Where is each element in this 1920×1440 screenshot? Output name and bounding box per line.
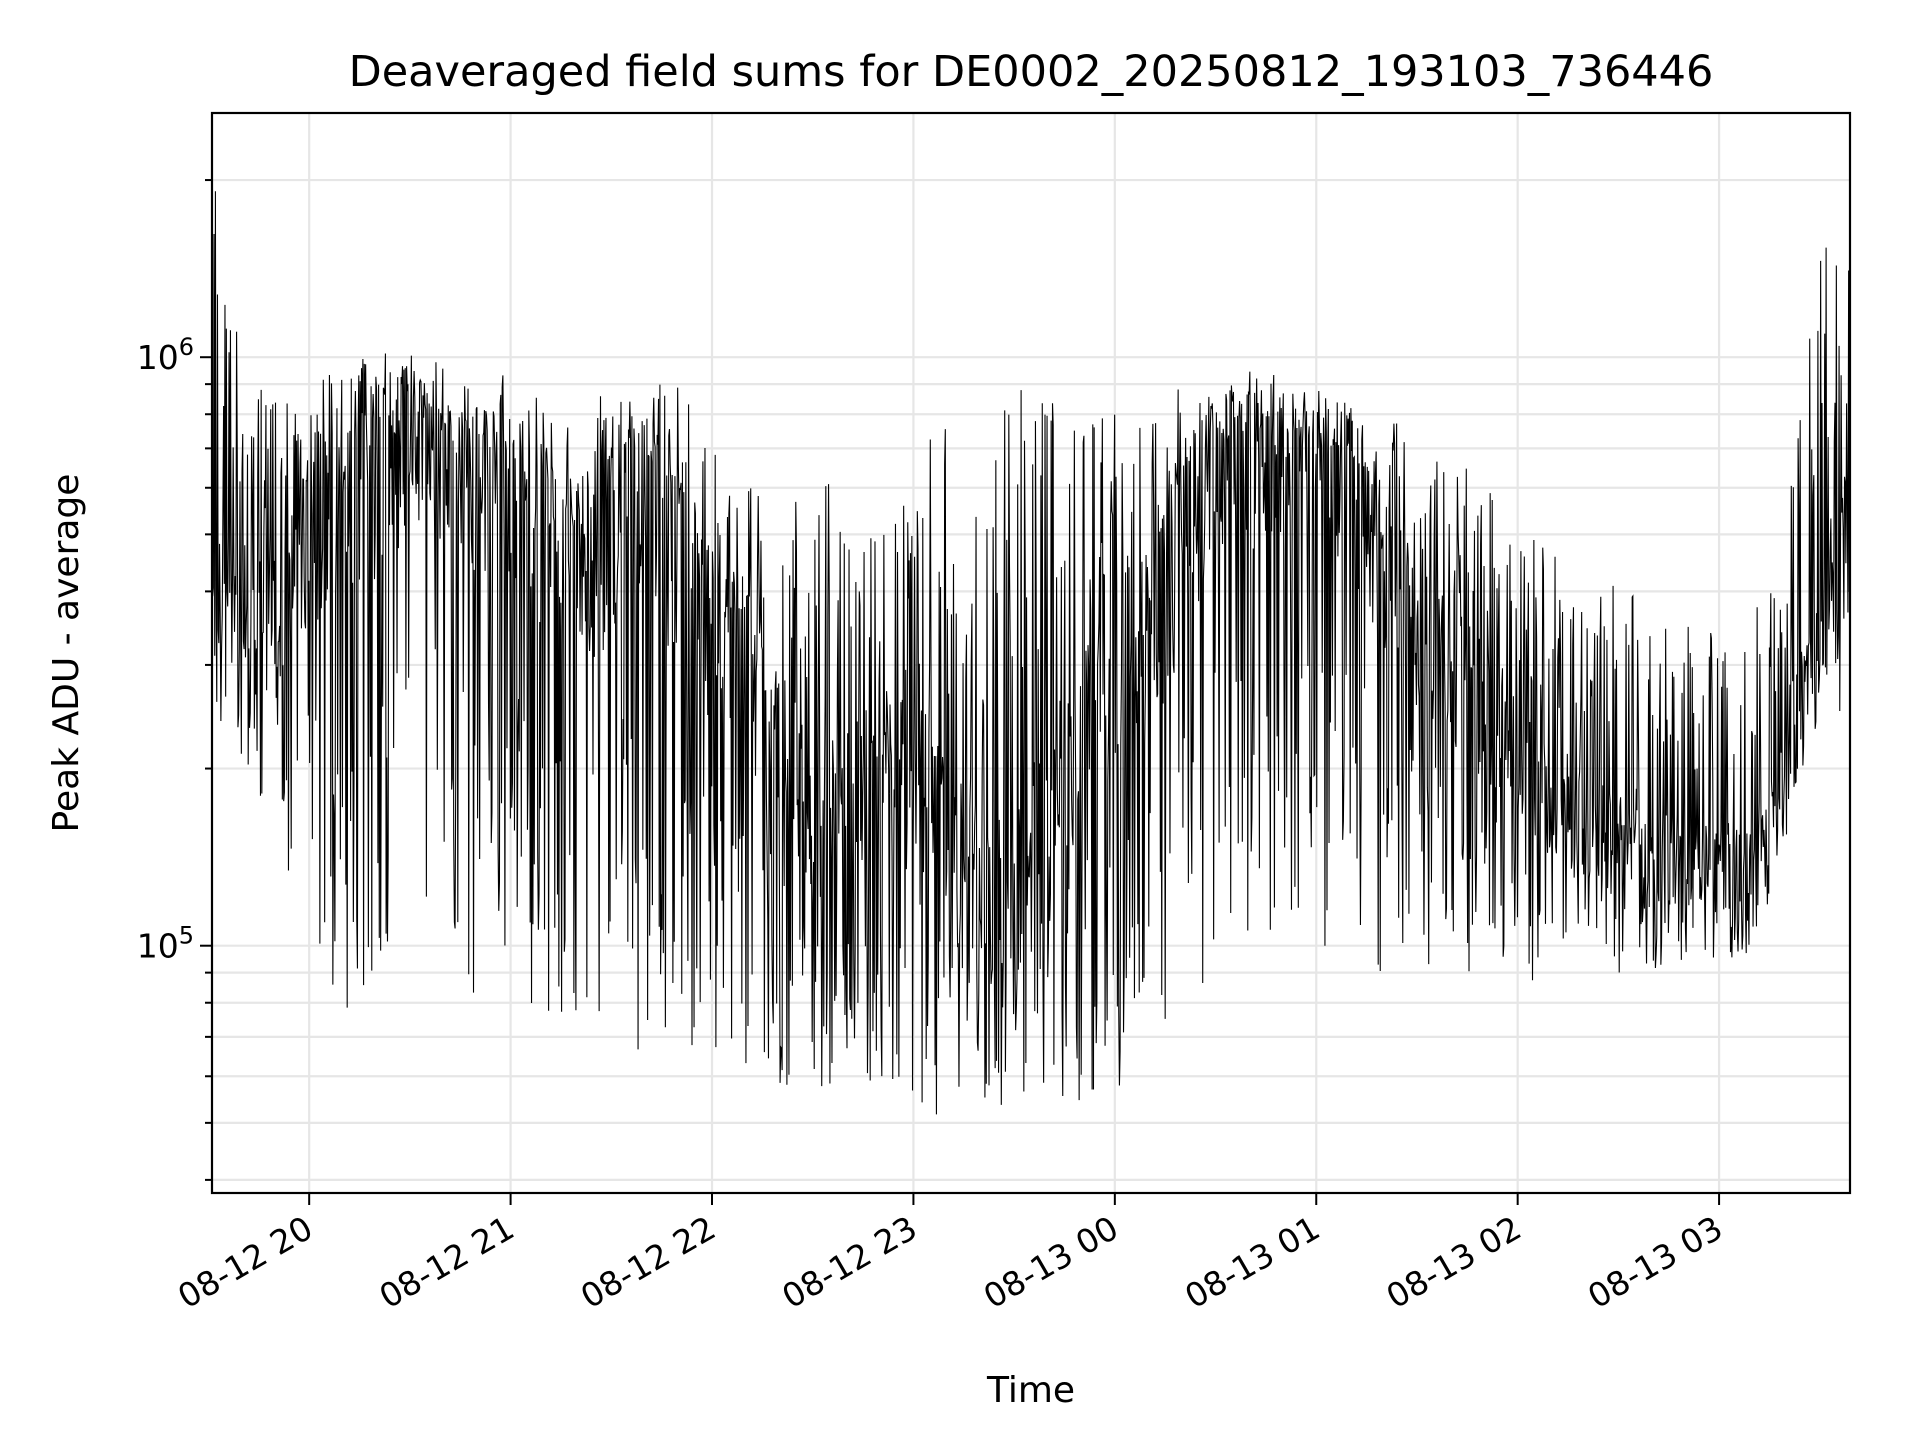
x-tick-label: 08-13 02 — [1380, 1208, 1528, 1316]
chart-title: Deaveraged field sums for DE0002_2025081… — [349, 47, 1714, 97]
x-axis: 08-12 20 08-12 21 08-12 22 08-12 23 08-13 00… — [171, 1193, 1729, 1316]
x-tick-label: 08-12 23 — [775, 1208, 923, 1316]
y-axis: 105 106 — [137, 179, 212, 1181]
x-tick-label: 08-13 00 — [977, 1208, 1125, 1316]
plot-frame — [210, 111, 1852, 1195]
y-tick-label: 105 — [137, 922, 194, 966]
y-axis-label: Peak ADU - average — [46, 474, 87, 833]
series-line — [211, 191, 1851, 1115]
x-tick-label: 08-12 22 — [574, 1208, 722, 1316]
x-tick-label: 08-12 20 — [171, 1208, 319, 1316]
x-tick-label: 08-13 01 — [1178, 1208, 1326, 1316]
y-tick-label: 106 — [137, 333, 194, 377]
x-axis-label: Time — [986, 1370, 1075, 1411]
x-tick-label: 08-13 03 — [1581, 1208, 1729, 1316]
series-layer — [211, 191, 1851, 1115]
x-tick-label: 08-12 21 — [373, 1208, 521, 1316]
